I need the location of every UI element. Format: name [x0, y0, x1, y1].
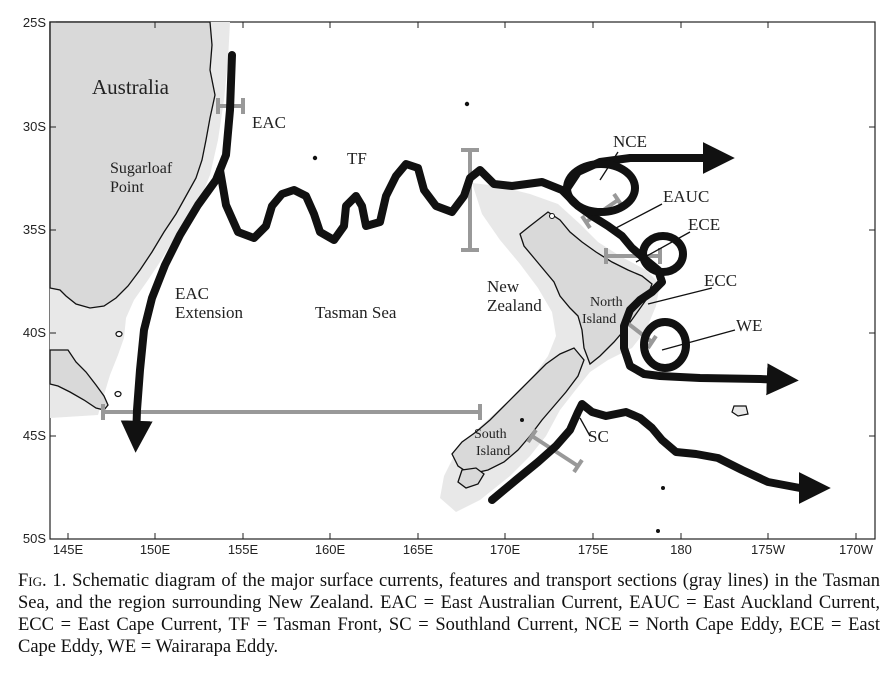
tasman-front-arrow — [216, 160, 799, 396]
label-south-island: South Island — [474, 427, 510, 459]
caption-text: Schematic diagram of the major surface c… — [18, 571, 880, 657]
lat-tick-label: 25S — [23, 15, 46, 30]
label-sugarloaf-line1: Sugarloaf — [110, 160, 173, 177]
island-dot — [656, 529, 660, 533]
lon-tick-label: 175W — [751, 542, 786, 557]
small-island — [114, 390, 122, 398]
sc-arrow — [488, 400, 831, 504]
label-tf: TF — [347, 149, 367, 168]
latitude-axis: 25S 30S 35S 40S 45S 50S — [23, 15, 46, 546]
island-dot — [312, 155, 318, 161]
ocean-current-map: 25S 30S 35S 40S 45S 50S 145E 150E 155E 1… — [23, 15, 876, 557]
label-south-island-line2: Island — [476, 444, 510, 459]
leader-lines — [579, 151, 736, 437]
australia-landmass — [49, 21, 216, 309]
label-australia: Australia — [92, 75, 170, 99]
lon-tick-label: 180 — [670, 542, 692, 557]
label-ece: ECE — [688, 215, 720, 234]
lat-tick-label: 45S — [23, 428, 46, 443]
label-sc: SC — [588, 427, 609, 446]
label-ecc: ECC — [704, 271, 737, 290]
label-nce: NCE — [613, 132, 647, 151]
label-new-zealand-line1: New — [487, 277, 520, 296]
lon-tick-label: 155E — [228, 542, 259, 557]
stewart-island — [457, 467, 485, 489]
north-island — [519, 211, 653, 366]
lon-tick-label: 175E — [578, 542, 609, 557]
label-south-island-line1: South — [474, 427, 507, 442]
longitude-axis: 145E 150E 155E 160E 165E 170E 175E 180 1… — [53, 542, 874, 557]
label-eac-extension-line1: EAC — [175, 284, 209, 303]
label-we: WE — [736, 316, 762, 335]
lon-tick-label: 170W — [839, 542, 874, 557]
section-tasman-front — [461, 148, 479, 252]
wairarapa-eddy — [640, 318, 690, 372]
lat-tick-label: 40S — [23, 325, 46, 340]
label-north-island-line1: North — [590, 295, 623, 310]
lat-ticks — [50, 21, 875, 437]
east-cape-eddy — [639, 232, 687, 276]
section-southern — [101, 404, 482, 420]
label-new-zealand-line2: Zealand — [487, 296, 542, 315]
eac-extension-arrow — [120, 51, 236, 453]
island-dot — [549, 213, 555, 219]
lon-tick-label: 160E — [315, 542, 346, 557]
label-new-zealand: New Zealand — [487, 277, 542, 315]
label-eauc: EAUC — [663, 187, 709, 206]
label-north-island-line2: Island — [582, 312, 616, 327]
lon-tick-label: 145E — [53, 542, 84, 557]
small-island — [115, 330, 123, 338]
label-eac-extension-line2: Extension — [175, 303, 243, 322]
section-ece — [604, 248, 662, 264]
lat-tick-label: 30S — [23, 119, 46, 134]
lon-tick-label: 170E — [490, 542, 521, 557]
currents — [120, 51, 831, 504]
lon-tick-label: 165E — [403, 542, 434, 557]
transport-sections — [101, 98, 662, 474]
lon-ticks — [67, 22, 857, 539]
label-sugarloaf-point: Sugarloaf Point — [110, 160, 176, 196]
lat-tick-label: 35S — [23, 222, 46, 237]
island-dot — [520, 418, 524, 422]
label-tasman-sea: Tasman Sea — [315, 303, 397, 322]
north-cape-eddy — [563, 160, 639, 216]
island-dot — [661, 486, 665, 490]
tasmania — [49, 349, 109, 411]
label-north-island: North Island — [582, 295, 626, 327]
chatham-island — [731, 405, 749, 417]
label-eac: EAC — [252, 113, 286, 132]
island-dot — [464, 101, 470, 107]
figure-number: Fig. 1. — [18, 571, 67, 591]
figure-caption: Fig. 1. Schematic diagram of the major s… — [18, 570, 880, 658]
label-sugarloaf-line2: Point — [110, 179, 144, 196]
lat-tick-label: 50S — [23, 531, 46, 546]
lon-tick-label: 150E — [140, 542, 171, 557]
label-eac-extension: EAC Extension — [175, 284, 243, 322]
